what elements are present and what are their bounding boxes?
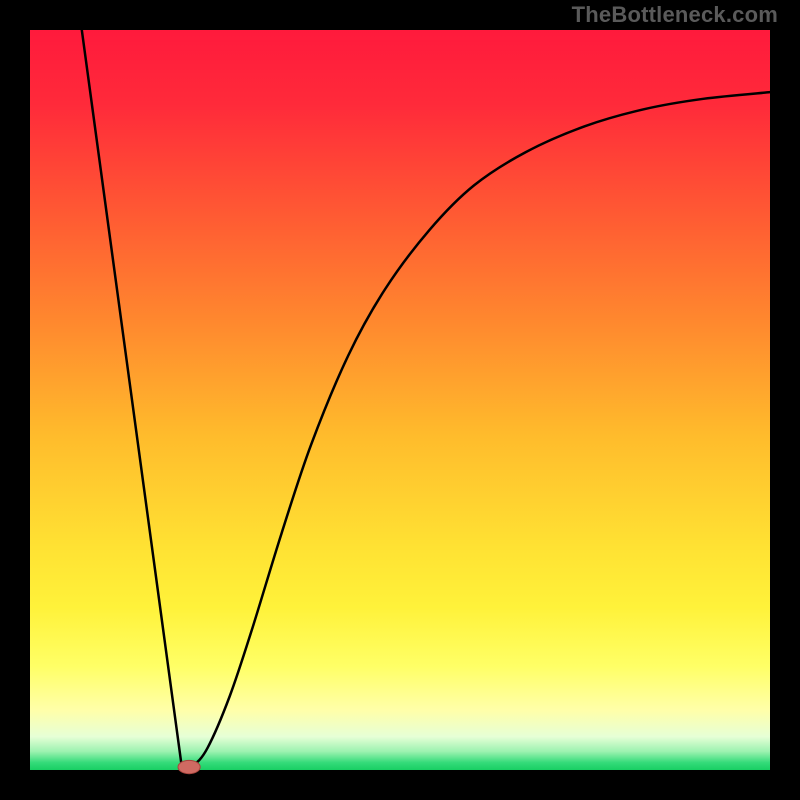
chart-gradient-background: [30, 30, 770, 770]
watermark-text: TheBottleneck.com: [572, 2, 778, 28]
bottleneck-chart: TheBottleneck.com: [0, 0, 800, 800]
chart-svg: [0, 0, 800, 800]
optimal-point-marker: [178, 760, 200, 773]
